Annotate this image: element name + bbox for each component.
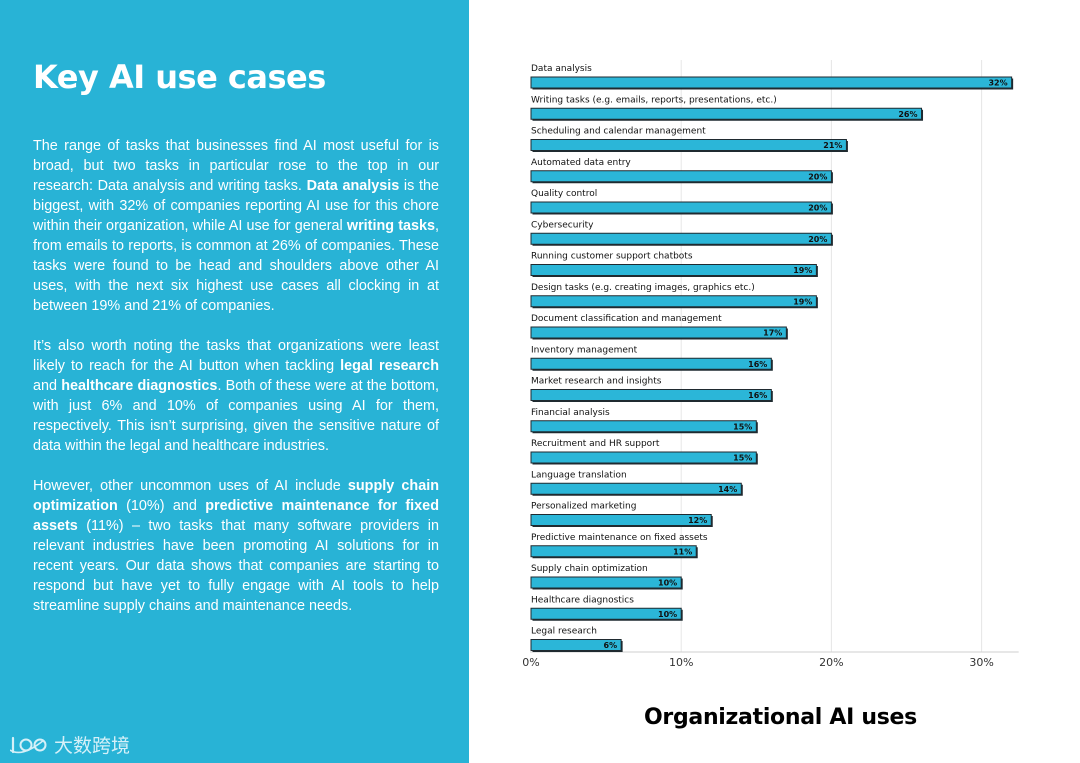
watermark-logo-icon [10,736,47,753]
bar-value-label: 20% [808,235,827,244]
bar [530,295,817,308]
bar-value-label: 15% [733,454,752,463]
bar-value-label: 6% [604,641,618,650]
bar [530,482,742,495]
bar [530,451,757,464]
bar-value-label: 16% [748,360,767,369]
p3-text-1: However, other uncommon uses of AI inclu… [33,478,348,494]
paragraph-1: The range of tasks that businesses find … [33,136,439,316]
bar-value-label: 10% [658,610,677,619]
p1-bold-writing-tasks: writing tasks [346,218,435,234]
bar-value-label: 12% [688,516,707,525]
bar-value-label: 16% [748,391,767,400]
x-tick-label: 10% [669,656,693,669]
bar-value-label: 20% [808,204,827,213]
p1-bold-data-analysis: Data analysis [306,178,400,194]
bar-value-label: 14% [718,485,737,494]
category-label: Running customer support chatbots [531,252,693,262]
bar-value-label: 19% [793,266,812,275]
category-label: Language translation [531,470,627,480]
paragraph-3: However, other uncommon uses of AI inclu… [33,476,439,616]
bar-value-label: 26% [898,110,917,119]
p2-text-3: . Both of these were at the bottom, with… [33,378,440,454]
left-panel: Key AI use cases The range of tasks that… [0,0,469,763]
category-label: Data analysis [531,64,592,74]
bar-value-label: 19% [793,297,812,306]
bar-value-label: 15% [733,422,752,431]
bar [530,514,712,526]
p2-bold-healthcare-diagnostics: healthcare diagnostics [61,378,218,394]
bar-value-label: 10% [658,579,677,588]
p3-bold-supply-chain: supply chain optimization [33,478,439,514]
category-label: Supply chain optimization [531,564,648,574]
category-label: Design tasks (e.g. creating images, grap… [531,283,755,293]
body-text: The range of tasks that businesses find … [33,136,439,636]
page-title: Key AI use cases [33,58,326,96]
category-label: Quality control [531,189,597,199]
category-label: Document classification and management [531,314,722,324]
p1-text-2: is the biggest, with 32% of companies re… [33,178,439,234]
p1-text-1: The range of tasks that businesses find … [33,138,439,194]
bar-value-label: 21% [823,141,842,150]
category-label: Personalized marketing [531,502,636,512]
category-label: Market research and insights [531,377,662,387]
bar [530,76,1013,89]
category-label: Scheduling and calendar management [531,127,706,137]
watermark: 大数跨境 [10,731,130,758]
bar [530,639,622,651]
bar [530,139,847,151]
bar-value-label: 17% [763,329,782,338]
bar-value-label: 11% [673,547,692,556]
x-tick-label: 20% [819,656,843,669]
bar [530,576,682,589]
bar [530,545,697,558]
bar [530,107,923,120]
bar-value-label: 32% [988,79,1007,88]
category-label: Legal research [531,627,597,637]
category-label: Automated data entry [531,158,631,168]
p1-text-3: , from emails to reports, is common at 2… [33,218,439,314]
category-label: Predictive maintenance on fixed assets [531,533,708,543]
bar-value-label: 20% [808,172,827,181]
p3-bold-predictive-maintenance: predictive maintenance for fixed assets [33,498,439,534]
p2-bold-legal-research: legal research [340,358,439,374]
paragraph-2: It’s also worth noting the tasks that or… [33,336,439,456]
category-label: Financial analysis [531,408,610,418]
p2-text-2: and [33,378,62,394]
bar [530,326,787,339]
category-label: Inventory management [531,345,638,355]
bar [530,232,832,245]
p2-text-1: It’s also worth noting the tasks that or… [33,338,439,374]
bar [530,420,757,433]
bar [530,264,817,276]
category-label: Recruitment and HR support [531,439,660,449]
bar [530,357,772,370]
x-tick-label: 0% [522,656,539,669]
p3-text-2: (10%) and [117,498,206,514]
p3-text-3: (11%) – two tasks that many software pro… [33,518,439,614]
bar [530,201,832,214]
bar [530,389,772,401]
category-label: Healthcare diagnostics [531,595,634,605]
bar [530,607,682,620]
watermark-text: 大数跨境 [54,735,131,757]
chart-title: Organizational AI uses [644,705,917,730]
category-label: Cybersecurity [531,220,594,230]
bar [530,170,832,183]
category-label: Writing tasks (e.g. emails, reports, pre… [531,95,777,105]
x-tick-label: 30% [969,656,993,669]
